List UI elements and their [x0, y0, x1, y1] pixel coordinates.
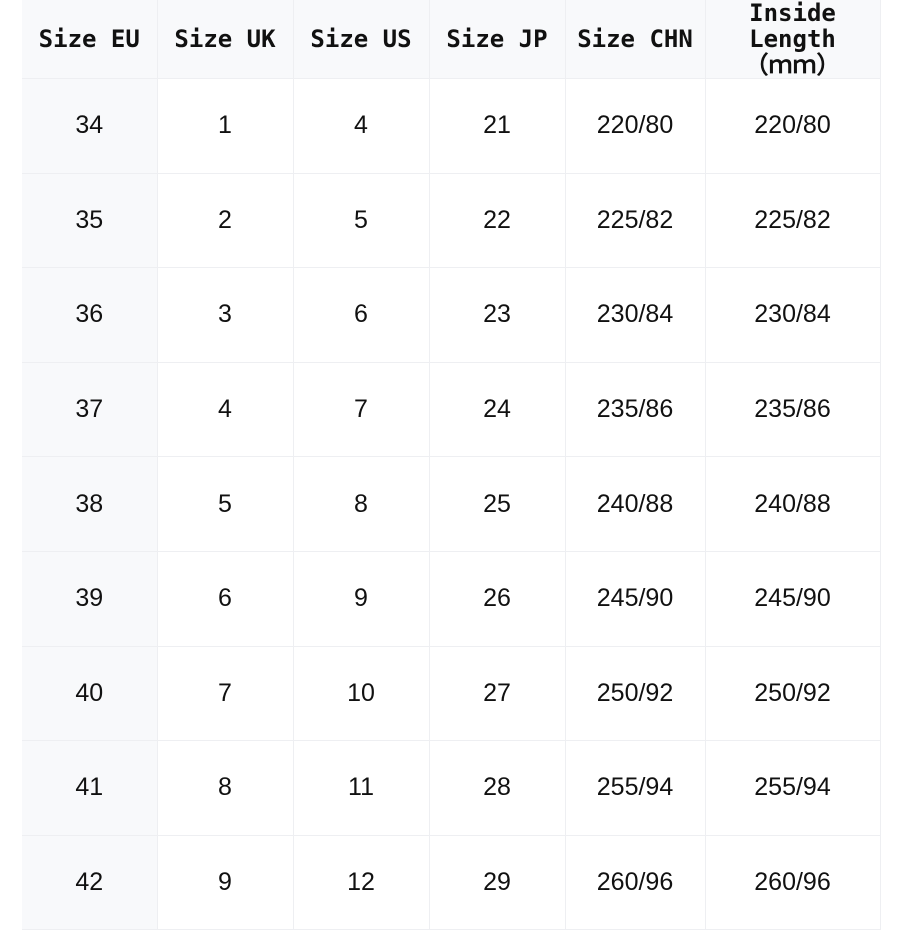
table-cell: 260/96 [564, 834, 706, 930]
table-cell: 235/86 [704, 361, 881, 458]
table-cell: 7 [156, 645, 294, 742]
table-cell: 11 [292, 740, 430, 836]
table-cell: 230/84 [704, 267, 881, 363]
table-cell: 6 [156, 550, 294, 647]
table-cell: 240/88 [564, 456, 706, 552]
header-row: Size EU Size UK Size US Size JP Size CHN Insi… [22, 0, 881, 79]
table-cell: 40 [22, 645, 158, 742]
table-row: 36 3 6 23 230/84 230/84 [22, 267, 881, 363]
table-cell: 9 [156, 834, 294, 930]
table-cell: 220/80 [704, 78, 881, 174]
column-header: Size US [292, 0, 430, 79]
table-row: 37 4 7 24 235/86 235/86 [22, 361, 881, 458]
table-cell: 22 [428, 172, 566, 269]
size-chart-table: Size EU Size UK Size US Size JP Size CHN Insi… [22, 0, 881, 930]
table-cell: 39 [22, 550, 158, 647]
table-cell: 255/94 [704, 740, 881, 836]
table-cell: 8 [156, 740, 294, 836]
table-cell: 35 [22, 172, 158, 269]
table-row: 40 7 10 27 250/92 250/92 [22, 645, 881, 742]
table-cell: 36 [22, 267, 158, 363]
table-row: 39 6 9 26 245/90 245/90 [22, 550, 881, 647]
table-cell: 24 [428, 361, 566, 458]
table-cell: 4 [156, 361, 294, 458]
table-row: 42 9 12 29 260/96 260/96 [22, 834, 881, 930]
column-header: Size EU [22, 0, 158, 79]
table-cell: 29 [428, 834, 566, 930]
table-cell: 34 [22, 78, 158, 174]
column-header: Size CHN [564, 0, 706, 79]
column-header: Size JP [428, 0, 566, 79]
table-cell: 9 [292, 550, 430, 647]
table-cell: 225/82 [564, 172, 706, 269]
table-cell: 260/96 [704, 834, 881, 930]
table-cell: 240/88 [704, 456, 881, 552]
table-cell: 225/82 [704, 172, 881, 269]
table-cell: 245/90 [564, 550, 706, 647]
table-cell: 4 [292, 78, 430, 174]
table-cell: 10 [292, 645, 430, 742]
table-cell: 37 [22, 361, 158, 458]
table-row: 38 5 8 25 240/88 240/88 [22, 456, 881, 552]
table-cell: 21 [428, 78, 566, 174]
table-cell: 235/86 [564, 361, 706, 458]
table-cell: 2 [156, 172, 294, 269]
column-header: Size UK [156, 0, 294, 79]
table-row: 35 2 5 22 225/82 225/82 [22, 172, 881, 269]
table-row: 41 8 11 28 255/94 255/94 [22, 740, 881, 836]
table-cell: 245/90 [704, 550, 881, 647]
column-header: Inside Length （ｍｍ） [704, 0, 881, 79]
table-cell: 8 [292, 456, 430, 552]
table-cell: 12 [292, 834, 430, 930]
table-cell: 1 [156, 78, 294, 174]
table-cell: 230/84 [564, 267, 706, 363]
table-cell: 255/94 [564, 740, 706, 836]
table-cell: 5 [292, 172, 430, 269]
table-cell: 250/92 [704, 645, 881, 742]
table-cell: 28 [428, 740, 566, 836]
table-cell: 3 [156, 267, 294, 363]
table-cell: 41 [22, 740, 158, 836]
table-cell: 7 [292, 361, 430, 458]
table-cell: 27 [428, 645, 566, 742]
table-row: 34 1 4 21 220/80 220/80 [22, 78, 881, 174]
table-cell: 250/92 [564, 645, 706, 742]
table-cell: 220/80 [564, 78, 706, 174]
table-cell: 5 [156, 456, 294, 552]
table-cell: 38 [22, 456, 158, 552]
table-cell: 23 [428, 267, 566, 363]
table-cell: 6 [292, 267, 430, 363]
table-cell: 26 [428, 550, 566, 647]
table-cell: 25 [428, 456, 566, 552]
table-cell: 42 [22, 834, 158, 930]
